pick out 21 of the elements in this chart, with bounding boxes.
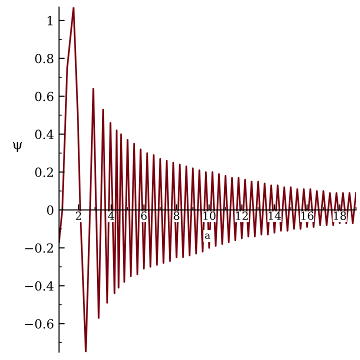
y-tick-label: 0.4 — [35, 130, 54, 140]
y-tick-label: −0.2 — [25, 243, 53, 253]
x-tick-label: 2 — [76, 212, 82, 220]
line-series — [59, 7, 356, 352]
y-tick-label: −0.4 — [25, 281, 54, 291]
y-axis-title: ψ — [12, 142, 22, 152]
y-tick-label: 0.2 — [35, 168, 53, 177]
y-tick-label: 1 — [48, 16, 52, 26]
y-tick-label: −0.6 — [25, 319, 54, 329]
y-tick-label: 0.8 — [35, 54, 54, 64]
x-tick-label: 8 — [174, 212, 180, 220]
x-tick-label: 10 — [203, 212, 216, 220]
x-tick-label: 18 — [334, 212, 346, 220]
y-tick-label: 0.6 — [35, 92, 54, 102]
x-tick-label: 12 — [236, 212, 248, 220]
x-tick-label: 16 — [301, 212, 314, 220]
x-axis-title: a — [205, 234, 210, 239]
x-tick-label: 4 — [108, 212, 114, 220]
x-tick-label: 6 — [141, 212, 147, 220]
y-tick-label: 0 — [47, 205, 54, 215]
x-tick-label: 14 — [268, 212, 281, 220]
